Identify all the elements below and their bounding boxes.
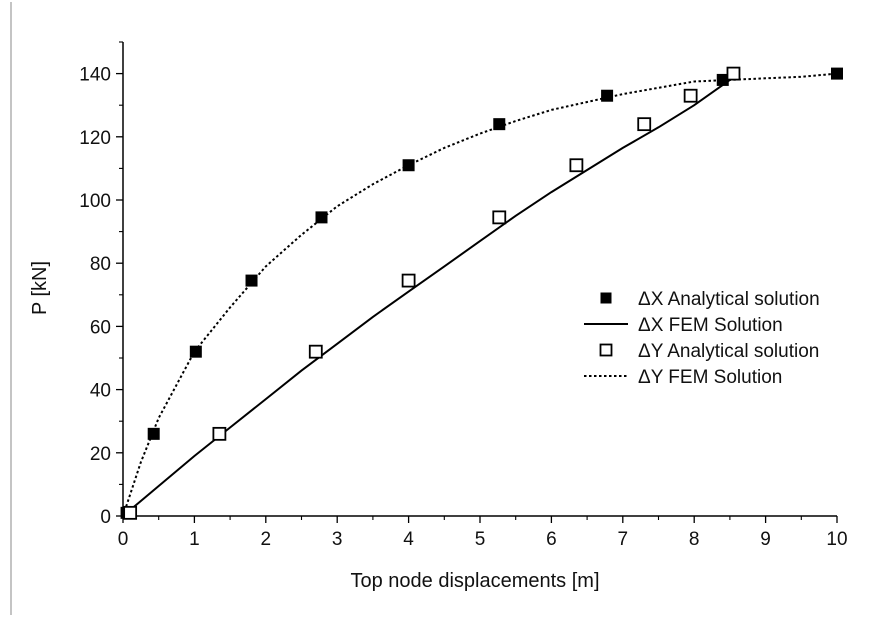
legend-label-3: ΔY FEM Solution — [638, 367, 782, 388]
series-point-0 — [147, 427, 160, 440]
legend-label-2: ΔY Analytical solution — [638, 341, 819, 362]
x-tick-label: 4 — [403, 529, 414, 550]
series-point-2 — [492, 210, 507, 225]
legend-marker-2 — [599, 343, 613, 357]
x-tick-label: 8 — [689, 529, 700, 550]
x-tick-label: 1 — [189, 529, 200, 550]
x-tick-label: 9 — [760, 529, 771, 550]
series-line-1 — [122, 73, 735, 517]
x-axis-label: Top node displacements [m] — [350, 570, 599, 592]
series-layer — [120, 66, 843, 520]
x-tick-label: 0 — [118, 529, 129, 550]
series-point-2 — [308, 344, 323, 359]
x-tick-label: 5 — [475, 529, 486, 550]
legend: ΔX Analytical solution ΔX FEM Solution ΔY … — [584, 289, 820, 388]
y-tick-label: 20 — [90, 444, 111, 465]
series-point-2 — [212, 426, 227, 441]
y-tick-label: 60 — [90, 317, 111, 338]
y-tick-label: 40 — [90, 381, 111, 402]
series-point-0 — [831, 67, 843, 80]
y-tick-label: 120 — [79, 128, 111, 149]
y-axis-label: P [kN] — [29, 261, 51, 315]
series-point-2 — [683, 88, 698, 103]
y-tick-label: 0 — [100, 507, 111, 528]
series-line-3 — [122, 72, 838, 517]
series-point-0 — [402, 159, 415, 172]
x-tick-label: 2 — [261, 529, 272, 550]
series-point-2 — [123, 505, 138, 520]
y-tick-label: 80 — [90, 254, 111, 275]
series-point-0 — [245, 274, 258, 287]
series-point-0 — [315, 211, 328, 224]
series-point-2 — [401, 273, 416, 288]
x-tick-label: 6 — [546, 529, 557, 550]
series-point-0 — [493, 118, 506, 131]
legend-label-0: ΔX Analytical solution — [638, 289, 820, 310]
legend-marker-0 — [600, 292, 612, 304]
legend-label-1: ΔX FEM Solution — [638, 315, 783, 336]
x-tick-label: 3 — [332, 529, 343, 550]
series-point-2 — [637, 117, 652, 132]
series-point-2 — [569, 158, 584, 173]
series-point-2 — [726, 66, 741, 81]
series-point-0 — [716, 73, 729, 86]
series-point-0 — [189, 345, 202, 358]
y-tick-label: 100 — [79, 191, 111, 212]
x-tick-label: 10 — [826, 529, 847, 550]
series-point-0 — [601, 89, 614, 102]
y-tick-label: 140 — [79, 65, 111, 86]
x-tick-label: 7 — [618, 529, 629, 550]
